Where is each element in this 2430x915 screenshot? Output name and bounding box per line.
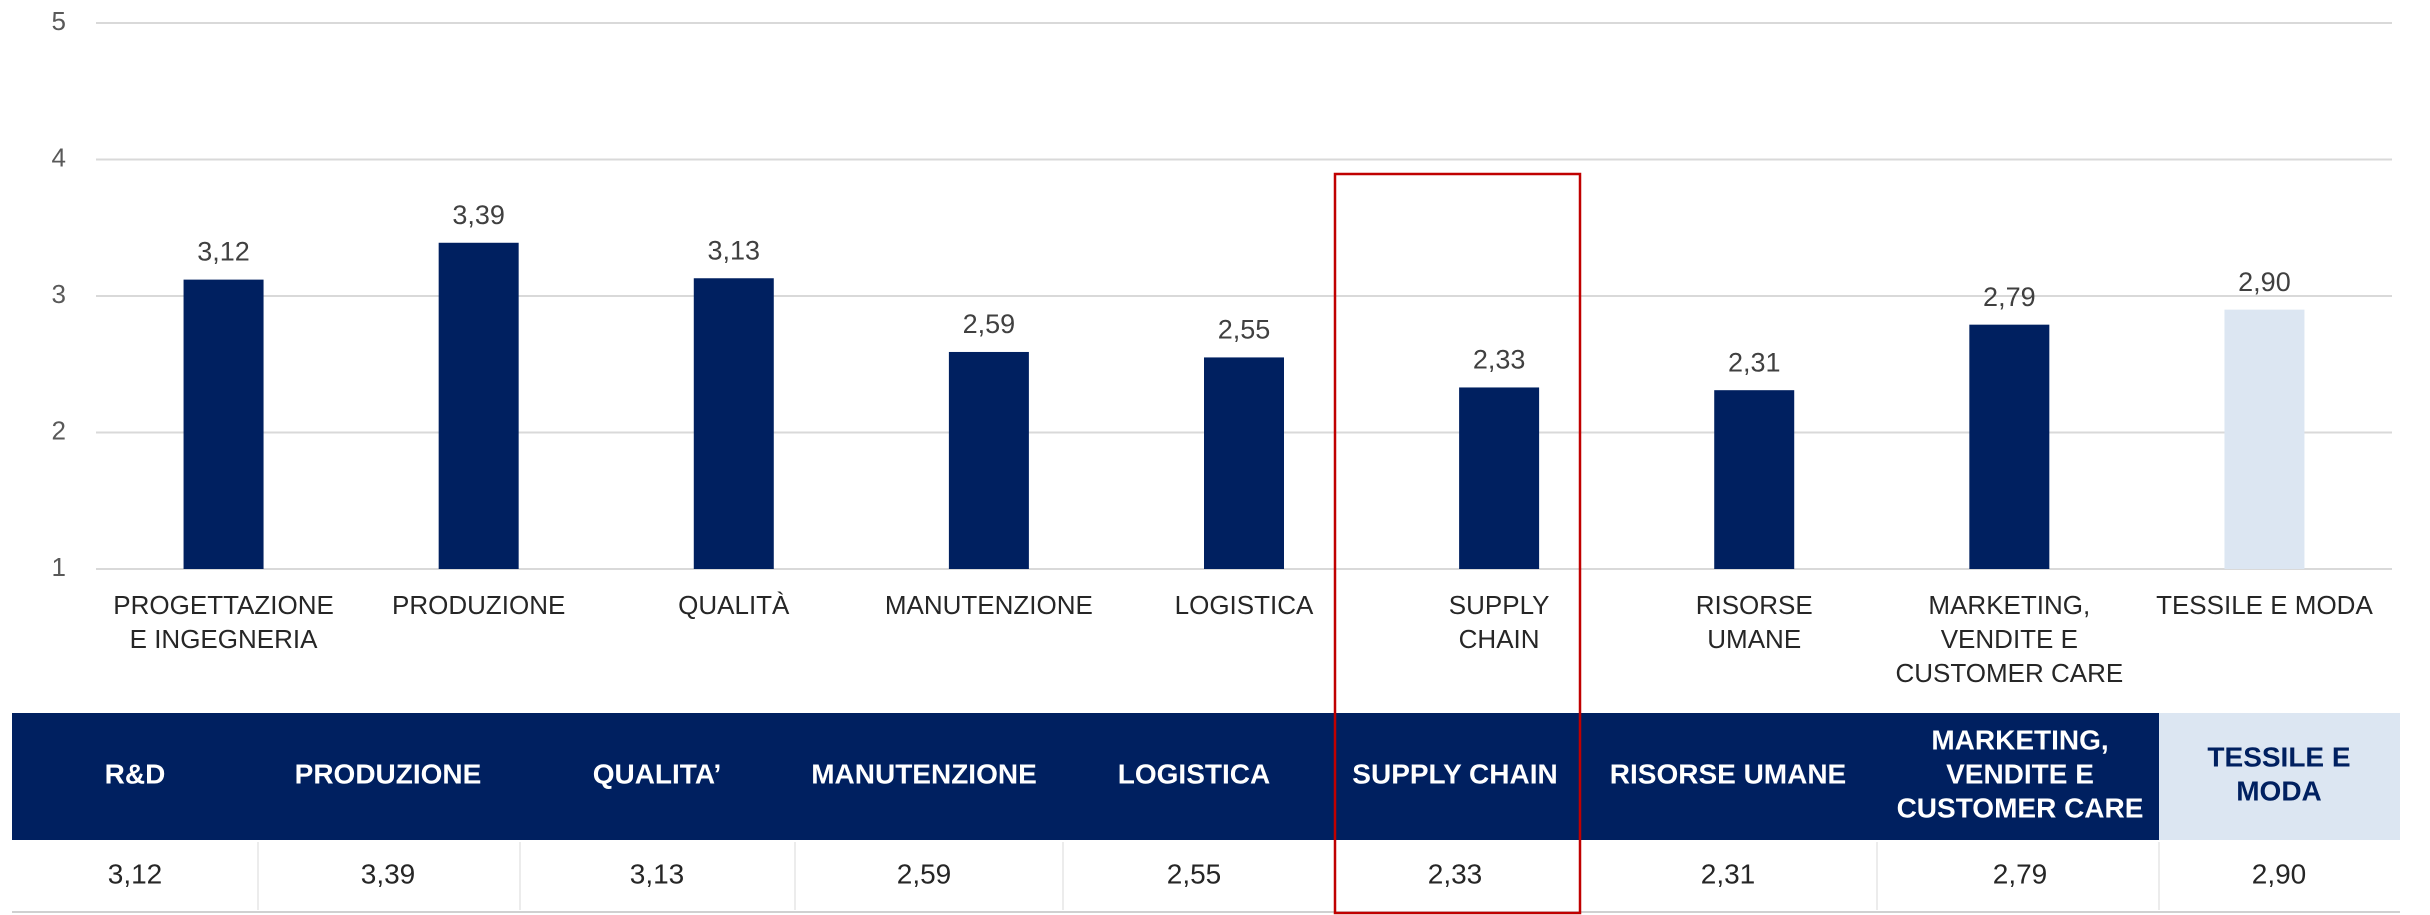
table-value-cell: 2,79 [1993, 858, 2048, 889]
x-tick-label: PRODUZIONE [392, 590, 565, 620]
table-value-cell: 2,33 [1428, 858, 1483, 889]
bar [1204, 357, 1284, 569]
table-header-cell: PRODUZIONE [295, 758, 482, 789]
bar [1714, 390, 1795, 569]
x-tick-label: E INGEGNERIA [130, 624, 318, 654]
table-header-cell: RISORSE UMANE [1610, 758, 1846, 789]
x-tick-label: QUALITÀ [678, 590, 790, 620]
table-value-cell: 2,55 [1167, 858, 1222, 889]
x-tick-label: CHAIN [1459, 624, 1540, 654]
y-tick-label: 1 [52, 552, 66, 582]
table-header-cell: MANUTENZIONE [811, 758, 1037, 789]
bar [1969, 324, 2050, 569]
x-tick-label: MANUTENZIONE [885, 590, 1093, 620]
data-label: 2,31 [1728, 347, 1781, 377]
table-header-cell: LOGISTICA [1118, 758, 1270, 789]
table-value-cell: 3,12 [108, 858, 163, 889]
x-tick-label: MARKETING, [1928, 590, 2090, 620]
x-tick-label: TESSILE E MODA [2156, 590, 2373, 620]
data-label: 2,59 [963, 309, 1016, 339]
table-header-cell: MARKETING, [1931, 724, 2108, 755]
table-value-cell: 2,31 [1701, 858, 1756, 889]
bar [183, 279, 264, 569]
table-header-cell: SUPPLY CHAIN [1352, 758, 1557, 789]
table-header-band [12, 713, 2159, 840]
data-label: 2,33 [1473, 345, 1526, 375]
x-tick-label: PROGETTAZIONE [113, 590, 334, 620]
table-header-highlight [2159, 713, 2400, 840]
bar [438, 242, 519, 569]
table-value-cell: 3,39 [361, 858, 416, 889]
x-tick-label: LOGISTICA [1175, 590, 1314, 620]
x-tick-label: RISORSE [1696, 590, 1813, 620]
table-header-cell: TESSILE E [2207, 741, 2350, 772]
x-tick-label: CUSTOMER CARE [1895, 658, 2123, 688]
table-header-cell: MODA [2236, 775, 2322, 806]
y-tick-label: 2 [52, 415, 66, 445]
table-header-cell: QUALITA’ [593, 758, 722, 789]
bar [948, 351, 1029, 569]
data-label: 3,12 [197, 237, 250, 267]
bar [1459, 387, 1540, 569]
table-header-cell: VENDITE E [1946, 758, 2094, 789]
highlight-box [1333, 172, 1582, 915]
table-header-cell: CUSTOMER CARE [1897, 792, 2144, 823]
bar [2224, 309, 2305, 569]
x-tick-label: SUPPLY [1449, 590, 1550, 620]
table-value-cell: 2,90 [2252, 858, 2307, 889]
y-tick-label: 3 [52, 279, 66, 309]
table-value-cell: 3,13 [630, 858, 685, 889]
data-label: 2,55 [1218, 315, 1271, 345]
y-tick-label: 4 [52, 142, 66, 172]
y-tick-label: 5 [52, 6, 66, 36]
table-header-cell: R&D [105, 758, 166, 789]
data-label: 3,13 [707, 235, 760, 265]
data-label: 2,90 [2238, 267, 2291, 297]
table-value-cell: 2,59 [897, 858, 952, 889]
bar [693, 278, 774, 569]
data-label: 2,79 [1983, 282, 2036, 312]
x-tick-label: VENDITE E [1941, 624, 2078, 654]
data-label: 3,39 [452, 200, 505, 230]
x-tick-label: UMANE [1707, 624, 1801, 654]
